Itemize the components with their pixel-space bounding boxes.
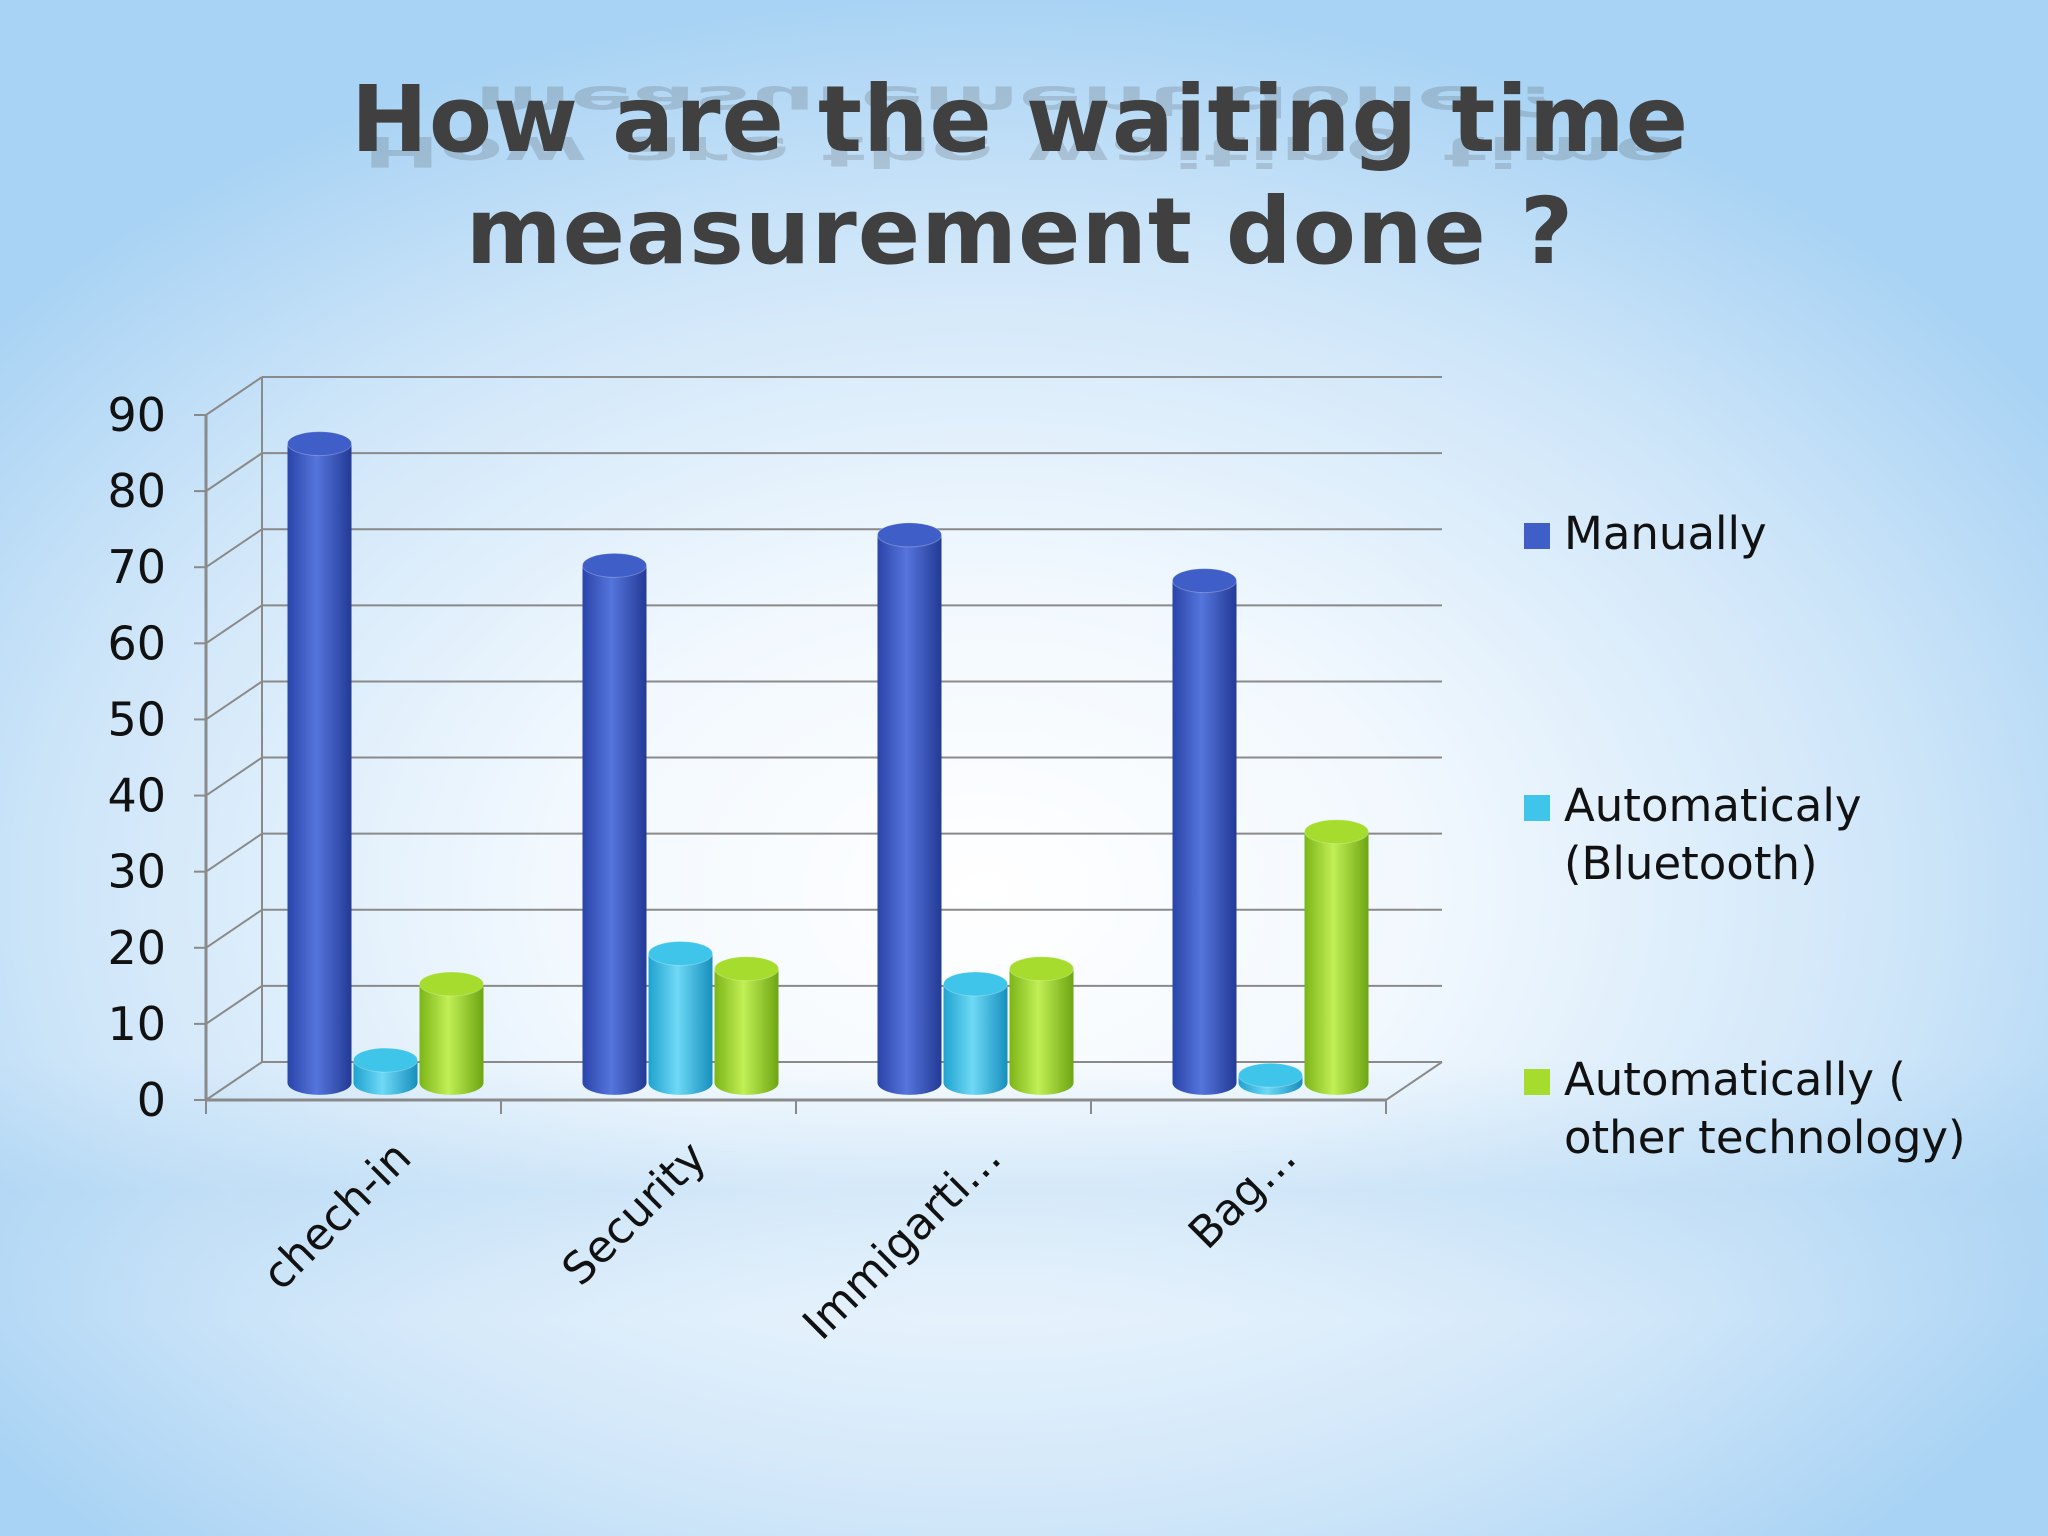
bar-top bbox=[582, 552, 647, 578]
y-tick-label: 60 bbox=[107, 616, 166, 670]
bar-bluetooth bbox=[648, 941, 713, 1095]
x-category-label: Immigarti… bbox=[793, 1132, 1011, 1350]
gridline-side bbox=[205, 985, 263, 1025]
gridline-side bbox=[205, 452, 263, 492]
bar-body bbox=[1009, 968, 1074, 1095]
bar-body bbox=[419, 983, 484, 1095]
bar-other-technology bbox=[419, 971, 484, 1095]
bar-body bbox=[582, 565, 647, 1095]
bar-manually bbox=[1172, 568, 1237, 1095]
bar-bluetooth bbox=[1238, 1062, 1303, 1095]
bar-other-technology bbox=[714, 956, 779, 1095]
y-tick-label: 10 bbox=[107, 997, 166, 1051]
bar-other-technology bbox=[1304, 819, 1369, 1095]
bar-body bbox=[1172, 580, 1237, 1095]
x-category-label: chech-in bbox=[253, 1132, 421, 1300]
background-haze bbox=[0, 1060, 2048, 1320]
bar-body bbox=[648, 953, 713, 1095]
gridline-side bbox=[205, 1061, 263, 1101]
bars bbox=[287, 431, 1369, 1095]
y-tick-label: 90 bbox=[107, 388, 166, 442]
bar-top bbox=[1172, 568, 1237, 594]
legend-swatch-bluetooth bbox=[1524, 795, 1550, 821]
bar-top bbox=[1304, 819, 1369, 845]
bar-top bbox=[714, 956, 779, 982]
bar-body bbox=[877, 534, 942, 1095]
bar-body bbox=[1304, 831, 1369, 1095]
x-category-label: Security bbox=[552, 1132, 716, 1296]
floor-right-edge bbox=[1385, 1061, 1443, 1101]
gridline-side bbox=[205, 680, 263, 721]
x-axis: chech-in Security Immigarti… Bag… bbox=[205, 1100, 1387, 1350]
bar-body bbox=[287, 443, 352, 1095]
y-tick-label: 70 bbox=[107, 540, 166, 594]
legend-swatch-manually bbox=[1524, 523, 1550, 549]
y-tick-label: 80 bbox=[107, 464, 166, 518]
gridline-side bbox=[205, 832, 263, 873]
bar-top bbox=[1009, 956, 1074, 982]
bar-manually bbox=[877, 522, 942, 1095]
y-tick-label: 20 bbox=[107, 921, 166, 975]
bar-top bbox=[648, 941, 713, 967]
bar-manually bbox=[287, 431, 352, 1095]
y-tick-label: 50 bbox=[107, 692, 166, 746]
bar-top bbox=[287, 431, 352, 457]
bar-body bbox=[714, 968, 779, 1095]
bar-top bbox=[419, 971, 484, 997]
y-tick-label: 40 bbox=[107, 769, 166, 823]
legend-label-manually: Manually bbox=[1564, 507, 1767, 560]
x-category-label: Bag… bbox=[1179, 1132, 1306, 1259]
bar-top bbox=[943, 971, 1008, 997]
legend-label-bluetooth: Automaticaly (Bluetooth) bbox=[1564, 779, 1862, 890]
y-tick-label: 0 bbox=[137, 1073, 166, 1127]
bar-body bbox=[943, 983, 1008, 1095]
bar-top bbox=[353, 1047, 418, 1073]
chart-title: How are the waiting time measurement don… bbox=[350, 66, 1690, 285]
plot-frame bbox=[205, 376, 1443, 1102]
gridline-side bbox=[205, 756, 263, 797]
legend-swatch-other-technology bbox=[1524, 1069, 1550, 1095]
gridline-side bbox=[205, 604, 263, 645]
gridline-side bbox=[205, 376, 263, 416]
gridline-side bbox=[205, 528, 263, 569]
y-axis: 0 10 20 30 40 50 60 70 80 90 bbox=[107, 388, 208, 1127]
bar-bluetooth bbox=[943, 971, 1008, 1095]
bar-other-technology bbox=[1009, 956, 1074, 1095]
bar-top bbox=[1238, 1062, 1303, 1088]
bar-bluetooth bbox=[353, 1047, 418, 1095]
bar-top bbox=[877, 522, 942, 548]
legend-label-other-technology: Automatically ( other technology) bbox=[1564, 1053, 1966, 1164]
y-tick-label: 30 bbox=[107, 845, 166, 899]
bar-manually bbox=[582, 552, 647, 1095]
gridline-side bbox=[205, 908, 263, 949]
